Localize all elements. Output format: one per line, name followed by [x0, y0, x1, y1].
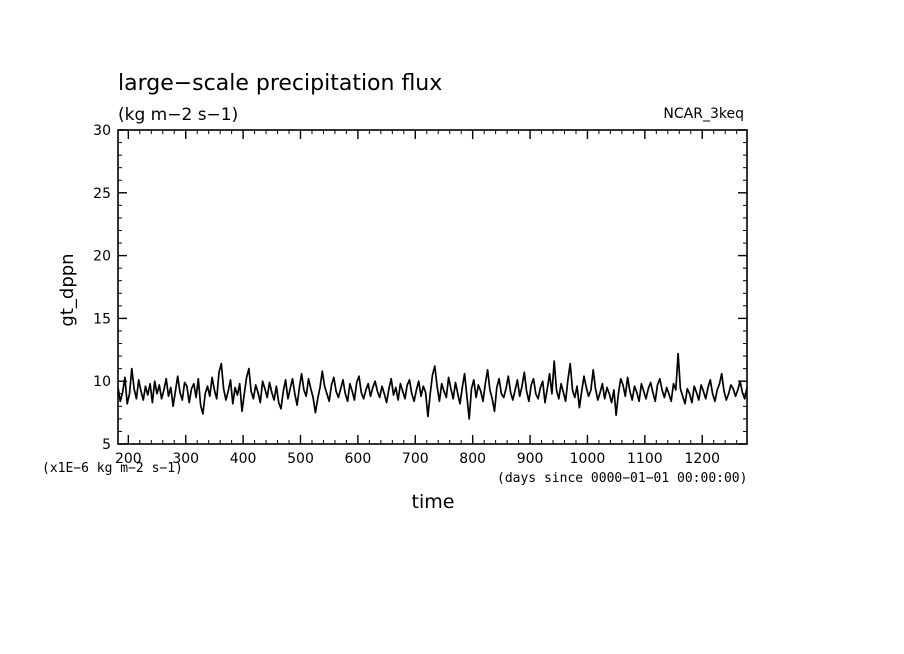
y-scale-note: (x1E−6 kg m−2 s−1) [42, 461, 183, 476]
x-tick-label: 200 [115, 451, 142, 467]
x-tick-label: 1000 [570, 451, 606, 467]
y-axis-tick-labels: 5 10 15 20 25 30 [93, 123, 111, 453]
chart-units: (kg m−2 s−1) [118, 105, 238, 125]
x-units-label: (days since 0000−01−01 00:00:00) [497, 471, 747, 486]
y-axis-ticks [118, 129, 747, 445]
x-tick-label: 400 [230, 451, 257, 467]
y-tick-label: 30 [93, 123, 111, 139]
source-label: NCAR_3keq [663, 106, 744, 122]
x-tick-label: 800 [459, 451, 486, 467]
y-tick-label: 20 [93, 249, 111, 265]
chart-title: large−scale precipitation flux [118, 71, 442, 96]
y-tick-label: 5 [102, 437, 111, 453]
x-axis-ticks [127, 130, 738, 444]
plot-frame [117, 129, 748, 445]
y-tick-label: 10 [93, 374, 111, 390]
x-tick-label: 300 [172, 451, 199, 467]
x-tick-label: 900 [517, 451, 544, 467]
y-axis-label: gt_dppn [57, 253, 78, 326]
x-tick-label: 500 [287, 451, 314, 467]
x-tick-label: 700 [402, 451, 429, 467]
series-line-gt-dppn [117, 352, 748, 420]
x-tick-label: 1100 [627, 451, 663, 467]
x-tick-label: 600 [345, 451, 372, 467]
x-axis-tick-labels: 200 300 400 500 600 700 800 900 1000 1100 1200 [115, 451, 720, 467]
x-tick-label: 1200 [684, 451, 720, 467]
y-tick-label: 15 [93, 311, 111, 327]
x-axis-label: time [412, 491, 455, 513]
y-tick-label: 25 [93, 186, 111, 202]
